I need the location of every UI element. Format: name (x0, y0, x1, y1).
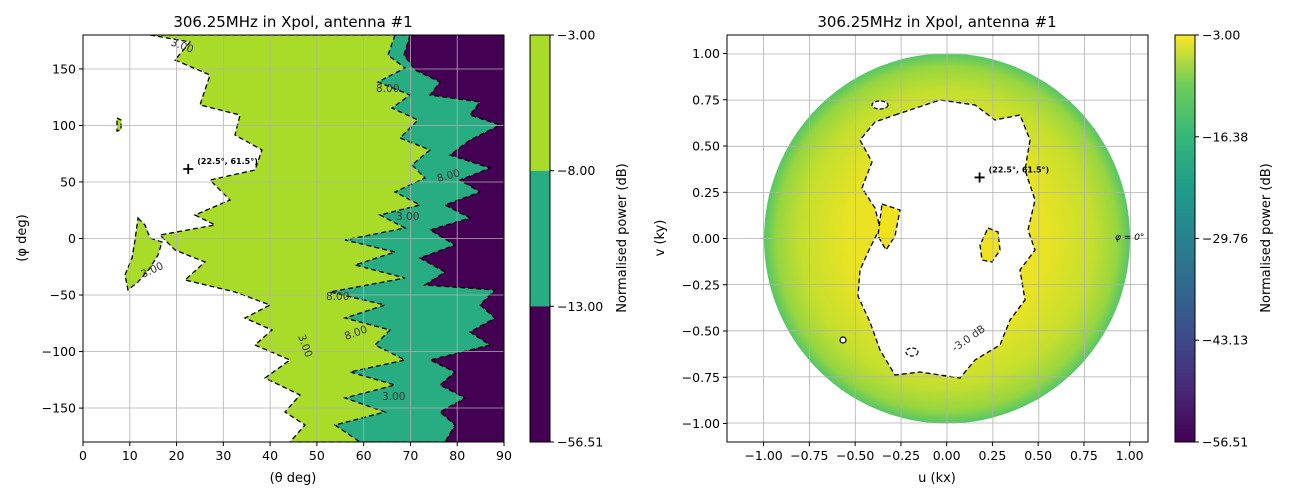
y-tick-label: 0.75 (692, 92, 720, 107)
x-tick-label: −1.00 (744, 448, 782, 463)
right-y-ticks: −1.00 −0.75 −0.50 −0.25 0.00 0.25 0.50 0.75 1.00 (682, 46, 727, 431)
colorbar-ticks: −3.00 −16.38 −29.76 −43.13 −56.51 (1195, 28, 1248, 450)
y-tick-label: 50 (60, 174, 76, 189)
colorbar-tick-label: −56.51 (1202, 435, 1248, 450)
right-plot: 306.25MHz in Xpol, antenna #1 (653, 13, 1274, 486)
left-contour-label: 3.00 (396, 211, 419, 223)
left-contour-label: 8.00 (326, 291, 349, 303)
x-tick-label: −0.25 (882, 448, 920, 463)
colorbar-tick-label: −3.00 (1202, 28, 1240, 43)
colorbar-tick-label: −16.38 (1202, 129, 1248, 144)
y-tick-label: −1.00 (682, 416, 720, 431)
left-x-ticks: 0 10 20 30 40 50 60 70 80 90 (79, 442, 512, 463)
x-tick-label: 10 (122, 448, 138, 463)
left-contour-label: 8.00 (376, 83, 399, 95)
crosshair-marker-icon (183, 163, 194, 174)
x-tick-label: 20 (169, 448, 185, 463)
x-tick-label: 30 (215, 448, 231, 463)
right-x-axis-label: u (kx) (918, 471, 956, 486)
colorbar-frame (529, 34, 551, 443)
left-y-ticks: −150 −100 −50 0 50 100 150 (42, 61, 83, 416)
x-tick-label: 0.50 (1024, 448, 1052, 463)
right-plot-title: 306.25MHz in Xpol, antenna #1 (817, 13, 1056, 31)
uv-3db-island (979, 227, 1001, 263)
colorbar-tick-label: −8.00 (557, 163, 595, 178)
left-island-a (124, 216, 163, 292)
colorbar-label: Normalised power (dB) (615, 163, 630, 312)
left-contour-label: 3.00 (382, 391, 405, 403)
left-island-b (116, 116, 122, 132)
left-x-axis-label: (θ deg) (270, 471, 317, 486)
uv-edge-label: φ = 0° (1115, 233, 1144, 243)
left-plot-title: 306.25MHz in Xpol, antenna #1 (173, 13, 412, 31)
uv-3db-spot (871, 100, 889, 110)
x-tick-label: 90 (496, 448, 512, 463)
y-tick-label: −100 (42, 344, 76, 359)
left-plot: 306.25MHz in Xpol, antenna #1 3.00 3.00 … (15, 13, 630, 486)
y-tick-label: 0 (68, 231, 76, 246)
y-tick-label: 0.50 (692, 139, 720, 154)
right-colorbar: −3.00 −16.38 −29.76 −43.13 −56.51 Normalised… (1174, 28, 1274, 450)
x-tick-label: 50 (309, 448, 325, 463)
colorbar-band (530, 170, 550, 307)
left-contour-label: 8.00 (436, 167, 462, 185)
colorbar-tick-label: −3.00 (557, 28, 595, 43)
marker-label: (22.5°, 61.5°) (989, 165, 1050, 174)
colorbar-tick-label: −56.51 (557, 435, 603, 450)
x-tick-label: 40 (262, 448, 278, 463)
colorbar-tick-label: −13.00 (557, 299, 603, 314)
y-tick-label: 1.00 (692, 46, 720, 61)
x-tick-label: 1.00 (1116, 448, 1144, 463)
colorbar-band (530, 35, 550, 171)
y-tick-label: 0.25 (692, 185, 720, 200)
x-tick-label: 0.75 (1070, 448, 1098, 463)
x-tick-label: 0 (79, 448, 87, 463)
y-tick-label: −0.50 (682, 324, 720, 339)
left-plot-area: 3.00 3.00 3.00 8.00 8.00 3.00 8.00 8.00 … (83, 35, 504, 442)
right-y-axis-label: v (ky) (653, 220, 668, 257)
y-tick-label: −150 (42, 401, 76, 416)
left-y-axis-label: (φ deg) (15, 214, 30, 261)
x-tick-label: 70 (402, 448, 418, 463)
colorbar-tick-label: −29.76 (1202, 231, 1248, 246)
marker-label: (22.5°, 61.5°) (197, 157, 258, 166)
colorbar-tick-label: −43.13 (1202, 333, 1248, 348)
right-plot-area: -3.0 dB φ = 0° (727, 35, 1148, 442)
colorbar-gradient (1175, 35, 1195, 442)
x-tick-label: −0.50 (836, 448, 874, 463)
x-tick-label: 0.25 (978, 448, 1006, 463)
uv-3db-spot (905, 347, 919, 357)
crosshair-marker-icon (974, 172, 985, 183)
y-tick-label: 100 (52, 118, 76, 133)
x-tick-label: 0.00 (933, 448, 961, 463)
colorbar-label: Normalised power (dB) (1259, 163, 1274, 312)
left-grid (83, 35, 504, 442)
y-tick-label: 150 (52, 61, 76, 76)
x-tick-label: 80 (449, 448, 465, 463)
x-tick-label: 60 (356, 448, 372, 463)
right-marker: (22.5°, 61.5°) (974, 165, 1050, 183)
colorbar-band (530, 306, 550, 442)
uv-3db-hole (857, 99, 1036, 379)
right-x-ticks: −1.00 −0.75 −0.50 −0.25 0.00 0.25 0.50 0.75 1.00 (744, 442, 1144, 463)
y-tick-label: −0.25 (682, 277, 720, 292)
y-tick-label: −50 (50, 288, 76, 303)
colorbar-ticks: −3.00 −8.00 −13.00 −56.51 (550, 28, 603, 450)
right-grid (727, 35, 1148, 442)
y-tick-label: −0.75 (682, 370, 720, 385)
left-marker: (22.5°, 61.5°) (183, 157, 258, 174)
uv-3db-spot (839, 336, 847, 344)
x-tick-label: −0.75 (790, 448, 828, 463)
left-colorbar: −3.00 −8.00 −13.00 −56.51 Normalised power … (529, 28, 630, 450)
y-tick-label: 0.00 (692, 231, 720, 246)
